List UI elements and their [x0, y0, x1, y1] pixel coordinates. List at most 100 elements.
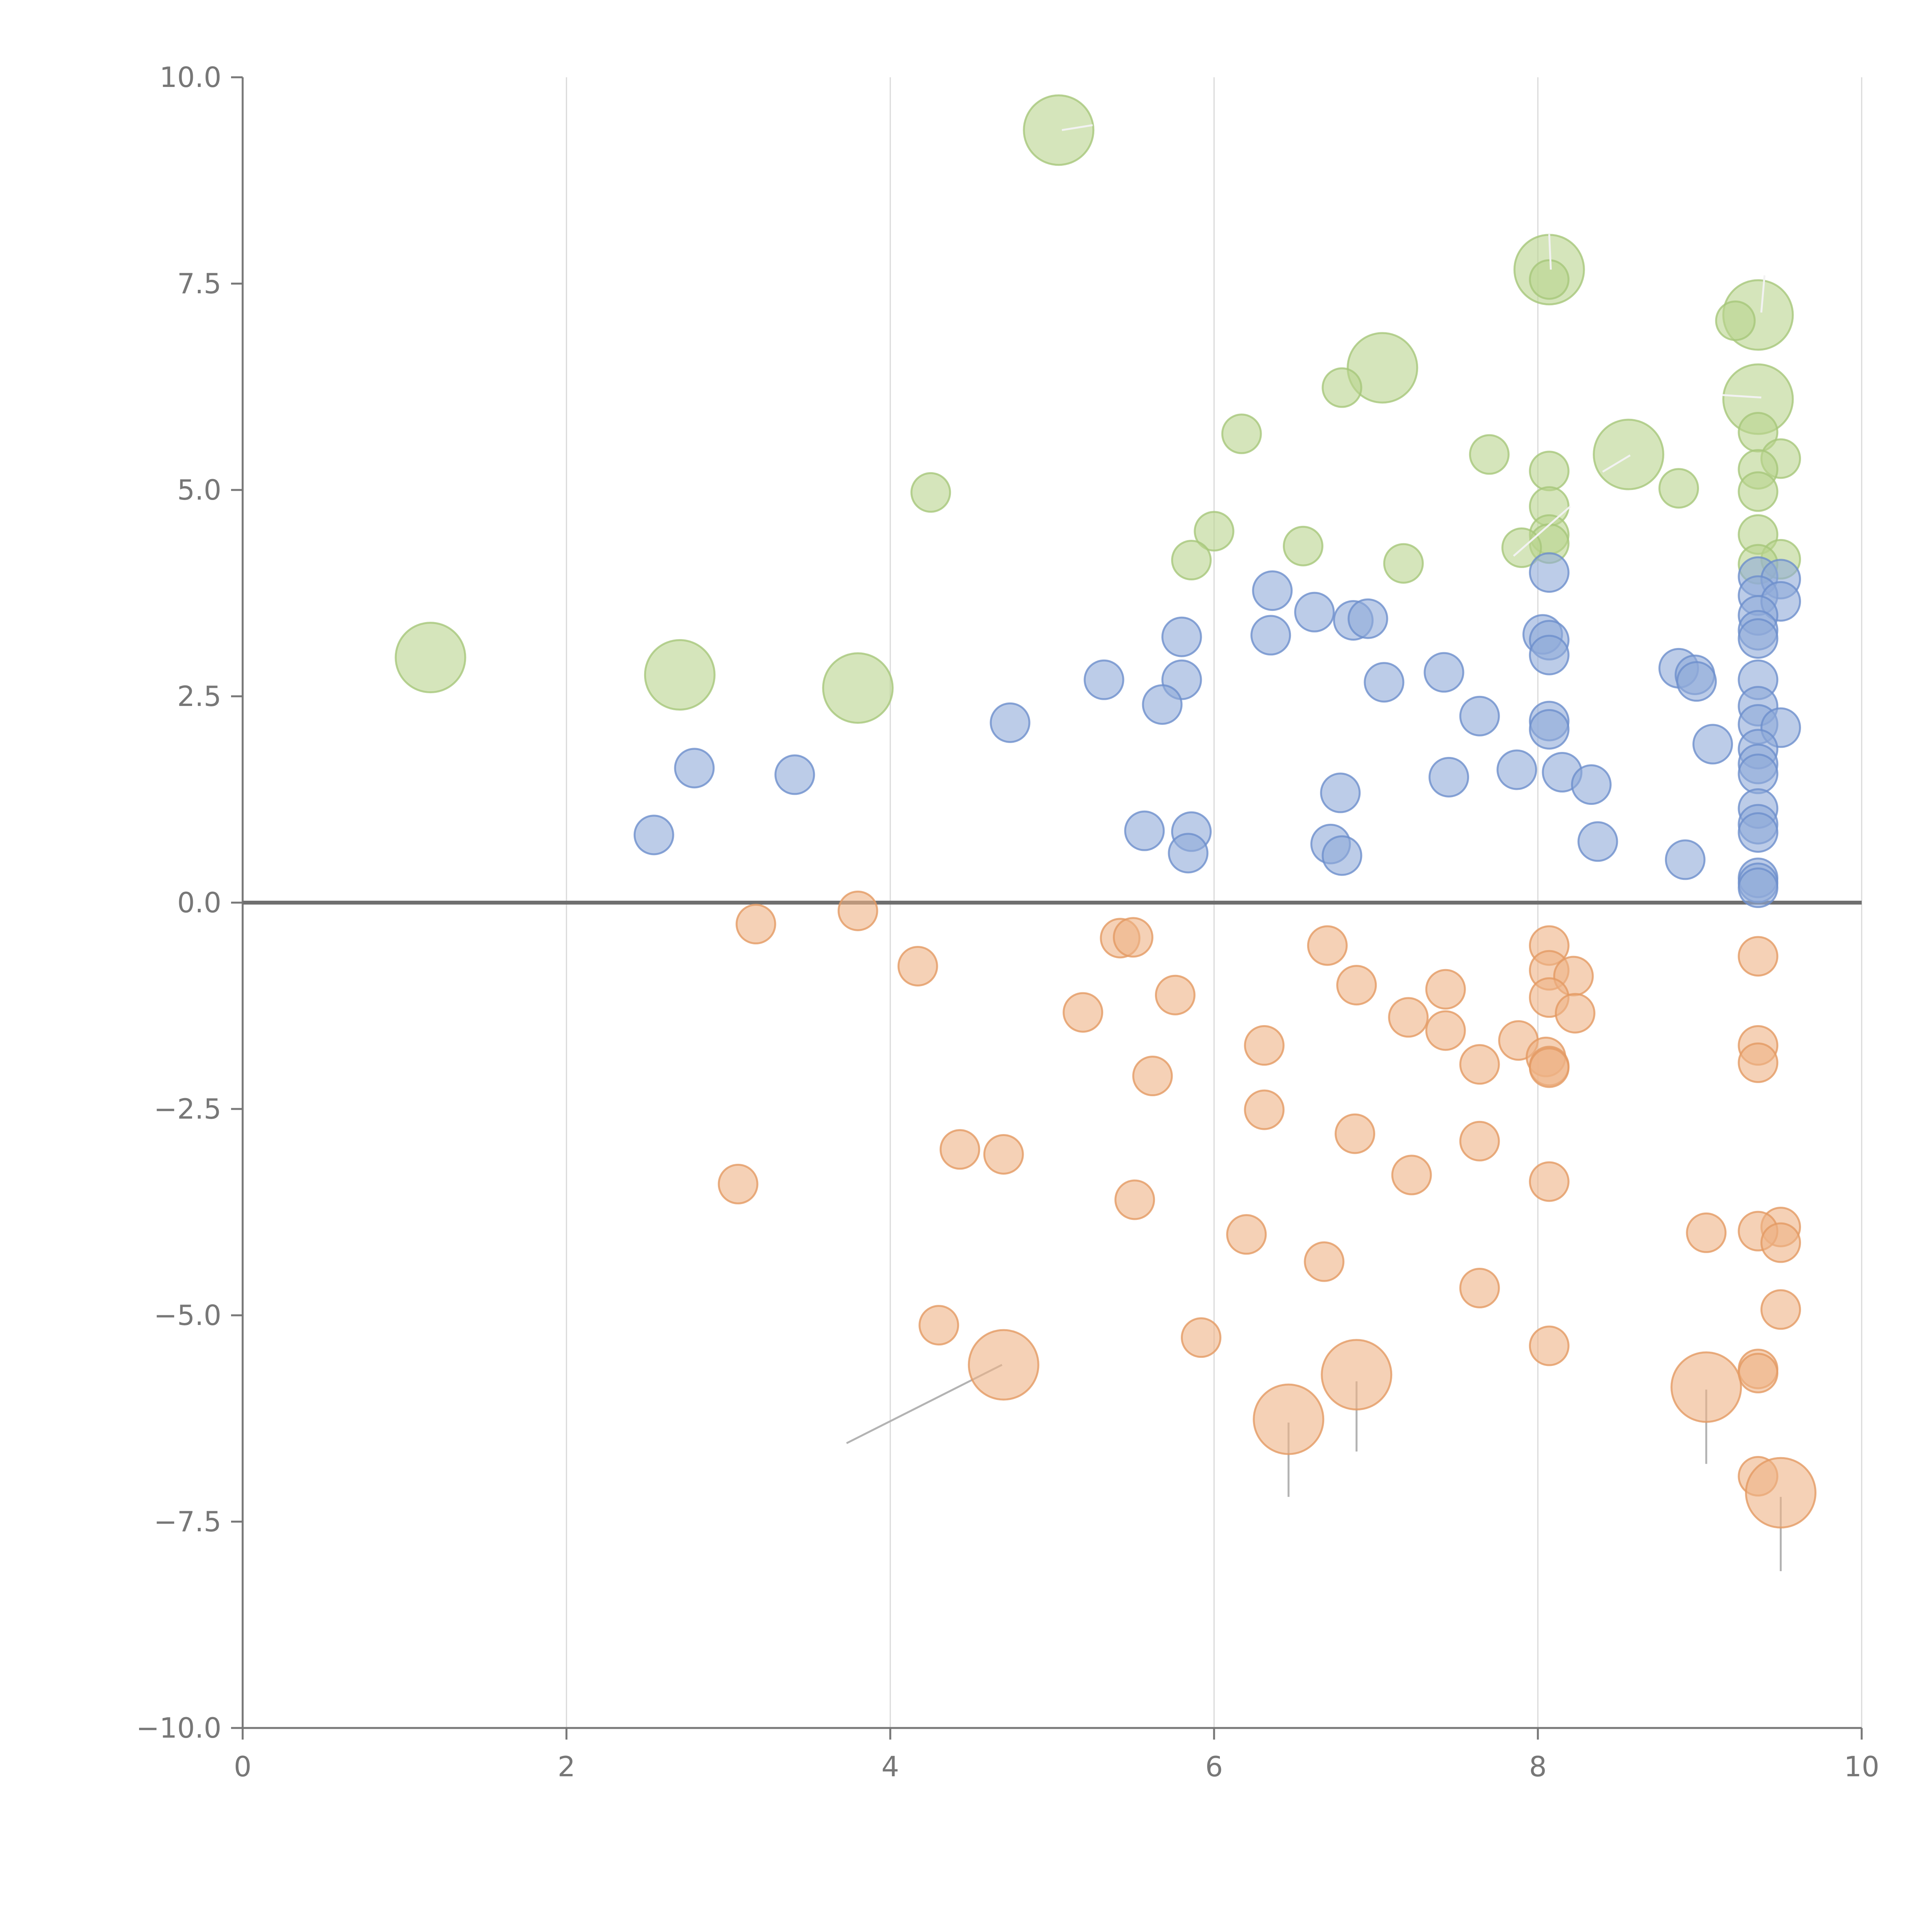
data-point-orange — [1253, 1383, 1325, 1455]
data-point-orange — [968, 1329, 1039, 1401]
data-point-green — [1715, 300, 1756, 341]
data-point-blue — [1459, 696, 1500, 736]
data-point-orange — [939, 1129, 980, 1170]
data-point-green — [1469, 434, 1510, 475]
data-point-green — [1194, 511, 1235, 552]
series-orange — [718, 890, 1816, 1529]
data-point-orange — [1335, 1113, 1376, 1154]
y-tick-label: −5.0 — [154, 1299, 221, 1332]
data-point-orange — [1529, 1325, 1570, 1366]
y-tick-label: 0.0 — [177, 886, 221, 919]
data-point-orange — [1425, 1010, 1466, 1051]
data-point-blue — [1083, 659, 1124, 700]
data-point-green — [644, 639, 716, 711]
series-layer — [395, 94, 1816, 1529]
data-point-orange — [1113, 917, 1153, 958]
data-point-blue — [1294, 592, 1335, 633]
data-point-orange — [1391, 1155, 1432, 1196]
annotation-leader-line-light — [1602, 454, 1631, 473]
data-point-blue — [1529, 709, 1570, 750]
data-point-orange — [1244, 1025, 1285, 1066]
y-tick-label: −2.5 — [154, 1093, 221, 1125]
data-point-blue — [1168, 833, 1209, 874]
data-point-orange — [1760, 1222, 1801, 1263]
data-point-blue — [1321, 835, 1362, 876]
data-point-blue — [1692, 724, 1733, 765]
data-point-blue — [1676, 661, 1717, 702]
data-point-orange — [1336, 965, 1377, 1006]
data-point-orange — [1226, 1214, 1267, 1255]
series-blue — [633, 552, 1801, 908]
y-tick-label: 5.0 — [177, 474, 221, 506]
annotation-leader-line-light — [1548, 234, 1552, 270]
data-point-blue — [674, 748, 715, 789]
data-point-green — [1321, 367, 1362, 408]
data-point-blue — [1429, 757, 1469, 798]
data-point-orange — [1244, 1089, 1285, 1130]
y-tick-label: 7.5 — [177, 267, 221, 300]
data-point-orange — [718, 1163, 759, 1204]
data-point-green — [1529, 259, 1570, 300]
data-point-blue — [1142, 684, 1183, 725]
y-tick-label: −7.5 — [154, 1505, 221, 1538]
data-point-blue — [633, 815, 674, 855]
data-point-green — [1023, 94, 1095, 166]
data-point-green — [1282, 526, 1323, 566]
data-point-green — [1171, 540, 1212, 581]
data-point-blue — [1738, 753, 1779, 794]
data-point-orange — [1388, 997, 1429, 1038]
x-tick-label: 10 — [1844, 1750, 1879, 1783]
data-point-blue — [1364, 662, 1405, 703]
data-point-orange — [1738, 1353, 1779, 1394]
data-point-blue — [1161, 616, 1202, 657]
data-point-blue — [1320, 772, 1361, 813]
data-point-blue — [1529, 552, 1570, 593]
data-point-orange — [1738, 1042, 1779, 1083]
data-point-blue — [1250, 615, 1291, 656]
data-point-green — [1593, 418, 1665, 490]
data-point-blue — [1738, 618, 1779, 659]
x-tick-label: 0 — [234, 1750, 252, 1783]
data-point-orange — [1459, 1121, 1500, 1162]
data-point-green — [1221, 413, 1262, 454]
data-point-orange — [1738, 936, 1779, 977]
data-point-green — [395, 622, 466, 694]
data-point-green — [1738, 471, 1779, 512]
data-point-orange — [735, 904, 776, 945]
data-point-blue — [1571, 764, 1612, 805]
x-tick-label: 4 — [881, 1750, 899, 1783]
data-point-blue — [774, 754, 815, 795]
data-point-orange — [1686, 1212, 1727, 1253]
data-point-orange — [1304, 1241, 1345, 1282]
y-tick-label: 10.0 — [160, 61, 221, 94]
data-point-blue — [1665, 839, 1706, 880]
data-point-orange — [983, 1134, 1024, 1175]
annotation-leader-line-light — [1061, 124, 1093, 131]
annotation-leader-line-light — [1513, 505, 1571, 557]
data-point-orange — [1554, 993, 1595, 1034]
data-point-green — [910, 472, 951, 513]
data-point-orange — [1180, 1317, 1221, 1358]
data-point-orange — [1063, 992, 1104, 1033]
data-point-green — [1658, 468, 1699, 509]
data-point-green — [1383, 543, 1424, 584]
data-point-blue — [1347, 598, 1388, 639]
data-point-green — [822, 652, 894, 724]
data-point-orange — [1155, 975, 1196, 1015]
data-point-green — [1347, 332, 1418, 404]
data-point-orange — [1459, 1268, 1500, 1309]
data-point-blue — [1529, 634, 1570, 675]
data-point-orange — [1114, 1179, 1155, 1220]
data-point-blue — [1577, 821, 1618, 862]
data-point-orange — [918, 1305, 959, 1346]
x-tick-label: 8 — [1529, 1750, 1547, 1783]
data-point-blue — [1738, 812, 1779, 853]
data-point-blue — [1124, 810, 1165, 851]
x-tick-label: 6 — [1205, 1750, 1223, 1783]
data-point-orange — [1459, 1044, 1500, 1085]
data-point-blue — [1738, 867, 1779, 908]
data-point-orange — [1670, 1351, 1742, 1423]
data-point-blue — [1497, 749, 1537, 790]
